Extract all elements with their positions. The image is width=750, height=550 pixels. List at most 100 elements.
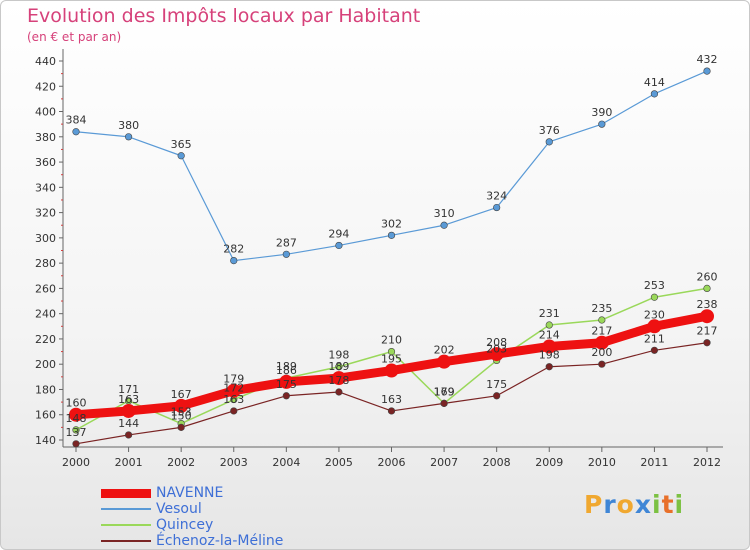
data-label-quincey: 231 [539, 307, 560, 320]
x-tick-label: 2012 [693, 456, 721, 469]
data-point-echenoz-la-meline [387, 407, 396, 415]
data-point-vesoul [335, 241, 343, 250]
logo-letter: P [584, 490, 604, 519]
data-point-navenne [174, 398, 189, 413]
data-point-echenoz-la-meline [230, 407, 238, 415]
data-label-quincey: 198 [328, 349, 349, 362]
data-point-echenoz-la-meline [124, 431, 133, 439]
data-label-echenoz-la-meline: 137 [66, 426, 87, 439]
data-point-navenne [226, 383, 241, 398]
data-label-vesoul: 324 [486, 190, 507, 203]
chart-subtitle: (en € et par an) [27, 30, 122, 44]
y-tick-label: 300 [35, 232, 56, 245]
data-label-vesoul: 376 [539, 124, 560, 137]
data-label-navenne: 230 [644, 308, 665, 321]
data-label-vesoul: 365 [171, 138, 192, 151]
data-point-vesoul [493, 203, 501, 212]
y-tick-label: 400 [35, 106, 56, 119]
data-point-quincey [650, 293, 659, 301]
data-point-navenne [489, 347, 504, 362]
data-point-vesoul [650, 90, 659, 98]
data-label-vesoul: 310 [434, 207, 455, 220]
x-tick-label: 2003 [220, 456, 248, 469]
x-tick-label: 2001 [115, 456, 143, 469]
data-label-echenoz-la-meline: 217 [697, 325, 718, 338]
data-label-navenne: 217 [591, 325, 612, 338]
y-tick-label: 420 [35, 80, 56, 93]
logo-letter: o [616, 490, 635, 519]
y-tick-label: 140 [35, 434, 56, 447]
y-tick-label: 220 [35, 333, 56, 346]
data-label-echenoz-la-meline: 178 [328, 374, 349, 387]
x-tick-label: 2006 [378, 456, 406, 469]
data-point-navenne [647, 319, 662, 334]
logo-letter: i [674, 490, 685, 519]
data-label-quincey: 179 [434, 385, 455, 398]
x-tick-label: 2011 [640, 456, 668, 469]
data-point-navenne [384, 363, 399, 378]
data-point-navenne [69, 407, 83, 422]
data-point-echenoz-la-meline [177, 423, 185, 431]
logo-letter: x [634, 490, 652, 519]
data-label-vesoul: 294 [328, 227, 349, 240]
data-point-navenne [700, 309, 714, 324]
data-label-navenne: 208 [486, 336, 507, 349]
legend-swatch [101, 524, 151, 526]
legend-label: Vesoul [156, 501, 202, 517]
data-label-navenne: 160 [66, 397, 87, 410]
data-point-echenoz-la-meline [440, 399, 448, 407]
data-label-echenoz-la-meline: 169 [434, 385, 455, 398]
data-label-navenne: 195 [381, 353, 402, 366]
y-tick-label: 340 [35, 181, 56, 194]
data-point-navenne [279, 374, 294, 389]
data-label-vesoul: 390 [591, 106, 612, 119]
logo-letter: r [603, 490, 617, 519]
x-tick-label: 2010 [588, 456, 616, 469]
data-label-vesoul: 414 [644, 76, 665, 89]
data-point-vesoul [387, 231, 396, 239]
legend-label: NAVENNE [156, 485, 224, 501]
x-tick-label: 2007 [430, 456, 458, 469]
data-label-echenoz-la-meline: 150 [171, 409, 192, 422]
data-label-navenne: 186 [276, 364, 297, 377]
logo-letter: i [652, 490, 662, 519]
data-label-echenoz-la-meline: 211 [644, 332, 665, 345]
data-point-echenoz-la-meline [72, 440, 80, 448]
data-label-quincey: 189 [276, 360, 297, 373]
logo-letter: t [661, 490, 675, 519]
y-tick-label: 160 [35, 409, 56, 422]
data-point-vesoul [177, 152, 185, 160]
x-tick-label: 2004 [272, 456, 300, 469]
x-tick-label: 2008 [483, 456, 511, 469]
legend-swatch [101, 508, 151, 510]
y-tick-label: 440 [35, 55, 56, 68]
data-label-vesoul: 380 [118, 119, 139, 132]
data-label-vesoul: 302 [381, 217, 402, 230]
data-label-quincey: 253 [644, 279, 665, 292]
data-point-navenne [331, 371, 346, 386]
data-label-quincey: 171 [118, 383, 139, 396]
data-point-echenoz-la-meline [493, 392, 501, 400]
data-point-quincey [335, 363, 343, 371]
data-label-navenne: 179 [223, 373, 244, 386]
data-point-vesoul [230, 257, 238, 265]
data-label-navenne: 189 [328, 360, 349, 373]
data-label-quincey: 148 [66, 412, 87, 425]
chart-title: Evolution des Impôts locaux par Habitant [27, 5, 421, 27]
y-tick-label: 240 [35, 308, 56, 321]
data-label-echenoz-la-meline: 198 [539, 349, 560, 362]
y-tick-label: 320 [35, 207, 56, 220]
data-point-vesoul [440, 221, 448, 229]
data-point-echenoz-la-meline [703, 339, 711, 347]
data-label-quincey: 203 [486, 342, 507, 355]
data-point-quincey [598, 316, 606, 324]
x-tick-label: 2009 [535, 456, 563, 469]
y-tick-label: 260 [35, 282, 56, 295]
data-label-navenne: 214 [539, 329, 560, 342]
y-tick-label: 200 [35, 358, 56, 371]
data-point-vesoul [703, 67, 711, 75]
data-label-navenne: 238 [697, 298, 718, 311]
data-label-quincey: 260 [697, 270, 718, 283]
data-point-navenne [121, 403, 136, 418]
